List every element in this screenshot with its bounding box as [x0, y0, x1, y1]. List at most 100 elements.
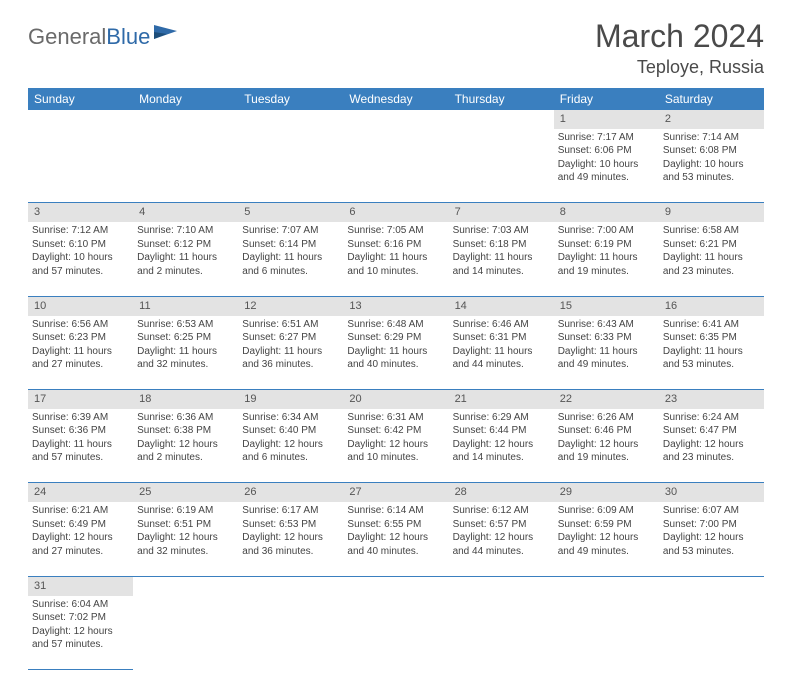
- sunrise-line: Sunrise: 6:04 AM: [32, 598, 129, 612]
- daylight-line-2: and 6 minutes.: [242, 451, 339, 465]
- day-cell: [449, 129, 554, 203]
- sunset-line: Sunset: 6:35 PM: [663, 331, 760, 345]
- day-cell: [133, 596, 238, 670]
- daylight-line-2: and 40 minutes.: [347, 545, 444, 559]
- sunset-line: Sunset: 6:14 PM: [242, 238, 339, 252]
- daylight-line-1: Daylight: 12 hours: [663, 531, 760, 545]
- day-cell: Sunrise: 6:48 AMSunset: 6:29 PMDaylight:…: [343, 316, 448, 390]
- day-number: 8: [554, 203, 659, 222]
- daylight-line-1: Daylight: 12 hours: [32, 531, 129, 545]
- weekday-header: Thursday: [449, 88, 554, 110]
- daylight-line-2: and 53 minutes.: [663, 171, 760, 185]
- day-number: 13: [343, 296, 448, 315]
- day-number: 21: [449, 390, 554, 409]
- day-number: 1: [554, 110, 659, 129]
- day-number: [133, 576, 238, 595]
- day-cell: [343, 596, 448, 670]
- sunset-line: Sunset: 6:55 PM: [347, 518, 444, 532]
- day-cell: [238, 129, 343, 203]
- day-number: 23: [659, 390, 764, 409]
- daylight-line-1: Daylight: 11 hours: [242, 251, 339, 265]
- day-content-row: Sunrise: 6:39 AMSunset: 6:36 PMDaylight:…: [28, 409, 764, 483]
- day-number: 20: [343, 390, 448, 409]
- day-number-row: 17181920212223: [28, 390, 764, 409]
- daylight-line-2: and 49 minutes.: [558, 358, 655, 372]
- daylight-line-1: Daylight: 11 hours: [32, 438, 129, 452]
- sunset-line: Sunset: 7:02 PM: [32, 611, 129, 625]
- logo: GeneralBlue: [28, 24, 179, 50]
- daylight-line-2: and 44 minutes.: [453, 358, 550, 372]
- day-cell: Sunrise: 6:36 AMSunset: 6:38 PMDaylight:…: [133, 409, 238, 483]
- day-content-row: Sunrise: 6:56 AMSunset: 6:23 PMDaylight:…: [28, 316, 764, 390]
- sunset-line: Sunset: 6:36 PM: [32, 424, 129, 438]
- daylight-line-1: Daylight: 12 hours: [347, 531, 444, 545]
- daylight-line-1: Daylight: 11 hours: [347, 251, 444, 265]
- day-content-row: Sunrise: 6:21 AMSunset: 6:49 PMDaylight:…: [28, 502, 764, 576]
- day-number: 11: [133, 296, 238, 315]
- daylight-line-1: Daylight: 11 hours: [558, 251, 655, 265]
- daylight-line-1: Daylight: 11 hours: [32, 345, 129, 359]
- day-cell: Sunrise: 6:04 AMSunset: 7:02 PMDaylight:…: [28, 596, 133, 670]
- day-cell: [133, 129, 238, 203]
- daylight-line-2: and 6 minutes.: [242, 265, 339, 279]
- day-number-row: 3456789: [28, 203, 764, 222]
- daylight-line-2: and 49 minutes.: [558, 545, 655, 559]
- day-number: [449, 576, 554, 595]
- daylight-line-1: Daylight: 12 hours: [32, 625, 129, 639]
- sunset-line: Sunset: 6:40 PM: [242, 424, 339, 438]
- day-number: 3: [28, 203, 133, 222]
- header: GeneralBlue March 2024 Teploye, Russia: [28, 18, 764, 78]
- day-number: 24: [28, 483, 133, 502]
- daylight-line-1: Daylight: 11 hours: [663, 251, 760, 265]
- daylight-line-1: Daylight: 10 hours: [32, 251, 129, 265]
- daylight-line-2: and 14 minutes.: [453, 265, 550, 279]
- daylight-line-2: and 19 minutes.: [558, 451, 655, 465]
- daylight-line-1: Daylight: 12 hours: [137, 531, 234, 545]
- sunset-line: Sunset: 6:12 PM: [137, 238, 234, 252]
- weekday-header-row: SundayMondayTuesdayWednesdayThursdayFrid…: [28, 88, 764, 110]
- sunset-line: Sunset: 6:53 PM: [242, 518, 339, 532]
- daylight-line-1: Daylight: 12 hours: [558, 438, 655, 452]
- day-content-row: Sunrise: 6:04 AMSunset: 7:02 PMDaylight:…: [28, 596, 764, 670]
- sunset-line: Sunset: 7:00 PM: [663, 518, 760, 532]
- day-cell: Sunrise: 6:26 AMSunset: 6:46 PMDaylight:…: [554, 409, 659, 483]
- day-content-row: Sunrise: 7:12 AMSunset: 6:10 PMDaylight:…: [28, 222, 764, 296]
- day-number: [554, 576, 659, 595]
- daylight-line-2: and 53 minutes.: [663, 545, 760, 559]
- sunrise-line: Sunrise: 6:43 AM: [558, 318, 655, 332]
- sunset-line: Sunset: 6:06 PM: [558, 144, 655, 158]
- sunset-line: Sunset: 6:59 PM: [558, 518, 655, 532]
- title-block: March 2024 Teploye, Russia: [595, 18, 764, 78]
- day-cell: Sunrise: 6:34 AMSunset: 6:40 PMDaylight:…: [238, 409, 343, 483]
- page-title: March 2024: [595, 18, 764, 55]
- day-number-row: 31: [28, 576, 764, 595]
- daylight-line-2: and 32 minutes.: [137, 358, 234, 372]
- sunrise-line: Sunrise: 6:12 AM: [453, 504, 550, 518]
- sunrise-line: Sunrise: 7:10 AM: [137, 224, 234, 238]
- sunrise-line: Sunrise: 6:17 AM: [242, 504, 339, 518]
- daylight-line-1: Daylight: 12 hours: [347, 438, 444, 452]
- daylight-line-1: Daylight: 11 hours: [242, 345, 339, 359]
- daylight-line-2: and 44 minutes.: [453, 545, 550, 559]
- day-number: 4: [133, 203, 238, 222]
- sunrise-line: Sunrise: 6:34 AM: [242, 411, 339, 425]
- day-cell: Sunrise: 6:21 AMSunset: 6:49 PMDaylight:…: [28, 502, 133, 576]
- day-number: 12: [238, 296, 343, 315]
- day-number: [238, 576, 343, 595]
- day-number: 18: [133, 390, 238, 409]
- day-cell: Sunrise: 6:39 AMSunset: 6:36 PMDaylight:…: [28, 409, 133, 483]
- weekday-header: Sunday: [28, 88, 133, 110]
- sunrise-line: Sunrise: 7:00 AM: [558, 224, 655, 238]
- daylight-line-2: and 27 minutes.: [32, 545, 129, 559]
- day-number: 26: [238, 483, 343, 502]
- daylight-line-1: Daylight: 12 hours: [242, 531, 339, 545]
- sunset-line: Sunset: 6:57 PM: [453, 518, 550, 532]
- daylight-line-1: Daylight: 11 hours: [663, 345, 760, 359]
- sunrise-line: Sunrise: 7:07 AM: [242, 224, 339, 238]
- day-number: [343, 110, 448, 129]
- sunrise-line: Sunrise: 7:03 AM: [453, 224, 550, 238]
- sunrise-line: Sunrise: 6:26 AM: [558, 411, 655, 425]
- sunrise-line: Sunrise: 6:51 AM: [242, 318, 339, 332]
- sunrise-line: Sunrise: 6:07 AM: [663, 504, 760, 518]
- day-cell: [238, 596, 343, 670]
